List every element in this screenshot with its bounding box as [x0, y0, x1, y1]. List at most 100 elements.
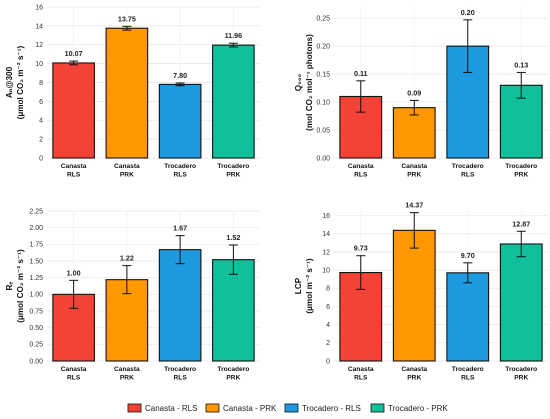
x-tick-label: Canasta [401, 366, 427, 373]
legend-swatch [205, 403, 220, 413]
y-axis-label-line: LCP [294, 277, 303, 294]
error-bar [69, 60, 79, 66]
x-tick-label: PRK [226, 375, 240, 382]
data-label: 0.11 [354, 69, 368, 78]
y-tick-label: 10 [35, 61, 43, 68]
chart-panel-top-left: 0 2 4 6 8 10 12 14 16 Aₙ@300 (µmol CO₂ m⁻² s⁻¹) 10.… [5, 4, 260, 179]
x-tick-label: Canasta [114, 163, 140, 170]
y-tick-label: 2.00 [29, 225, 43, 232]
y-axis-label-line: (mol CO₂ mol⁻¹ photons) [305, 34, 314, 131]
y-tick-label: 12 [35, 42, 43, 49]
x-tick-label: Trocadero [217, 163, 249, 170]
x-tick-label: PRK [514, 375, 528, 382]
bar-canasta-prk [392, 107, 436, 159]
y-tick-label: 2.25 [29, 208, 43, 215]
legend-swatch [284, 403, 299, 413]
y-tick-label: 0.00 [29, 358, 43, 365]
chart-panel-top-right: 0.00 0.05 0.10 0.15 0.20 0.25 Q₀₀₀ (mol CO₂ mol… [294, 7, 548, 179]
x-tick-label: Canasta [401, 163, 427, 170]
y-axis-label-line: (µmol m⁻² s⁻¹) [305, 258, 314, 313]
y-axis-label-line: Q₀₀₀ [294, 73, 303, 91]
bar-canasta-prk [392, 229, 436, 362]
x-tick-label: Trocadero [505, 163, 537, 170]
bar-trocadero-rls [158, 249, 202, 362]
error-bar [463, 19, 473, 73]
x-tick-label: RLS [461, 375, 475, 382]
error-bar [228, 42, 238, 48]
x-tick-label: Trocadero [164, 163, 196, 170]
x-tick-label: PRK [120, 172, 134, 179]
y-tick-label: 0 [39, 155, 43, 162]
x-tick-label: Canasta [348, 366, 374, 373]
y-tick-label: 14 [322, 231, 330, 238]
y-tick-label: 6 [326, 304, 330, 311]
x-tick-label: PRK [514, 172, 528, 179]
error-bar [122, 25, 132, 31]
data-label: 10.07 [65, 49, 83, 58]
data-label: 13.75 [118, 14, 136, 23]
x-tick-label: Canasta [348, 163, 374, 170]
y-tick-label: 6 [39, 99, 43, 106]
y-tick-label: 0.25 [316, 16, 330, 23]
x-tick-label: RLS [174, 375, 188, 382]
y-axis-label-line: (µmol CO₂ m⁻² s⁻¹) [16, 46, 25, 120]
y-tick-label: 16 [35, 4, 43, 11]
y-axis-label: Aₙ@300 (µmol CO₂ m⁻² s⁻¹) [5, 46, 25, 120]
error-bar [228, 244, 238, 275]
x-tick-label: Canasta [61, 366, 87, 373]
error-bar [122, 265, 132, 295]
y-axis-label-line: Aₙ@300 [5, 66, 14, 98]
x-tick-label: Trocadero [452, 366, 484, 373]
y-axis-label-line: Rₑ [5, 282, 14, 291]
y-tick-label: 12 [322, 249, 330, 256]
bar-canasta-rls [52, 62, 95, 159]
legend-label: Canasta - RLS [145, 404, 197, 413]
error-bar [175, 235, 185, 265]
error-bar [409, 212, 419, 249]
y-tick-label: 10 [322, 267, 330, 274]
y-axis-label: Q₀₀₀ (mol CO₂ mol⁻¹ photons) [294, 34, 314, 131]
data-label: 1.52 [226, 233, 240, 242]
y-tick-label: 4 [326, 322, 330, 329]
y-tick-label: 1.00 [29, 292, 43, 299]
data-label: 0.09 [407, 88, 421, 97]
y-tick-label: 2 [326, 340, 330, 347]
x-tick-label: Canasta [61, 163, 87, 170]
x-tick-label: Trocadero [505, 366, 537, 373]
y-tick-label: 0.00 [316, 155, 330, 162]
data-label: 1.00 [67, 268, 81, 277]
x-tick-label: RLS [354, 375, 368, 382]
data-label: 1.67 [173, 224, 187, 233]
data-label: 11.96 [225, 31, 243, 40]
chart-panel-bottom-left: 0.00 0.25 0.50 0.75 1.00 1.25 1.50 1.75 2.00 2.25… [5, 208, 260, 382]
legend-label: Trocadero - RLS [302, 404, 361, 413]
error-bar [69, 279, 79, 309]
bar-trocadero-prk [212, 44, 255, 159]
error-bar [516, 71, 526, 99]
data-label: 9.70 [461, 251, 475, 260]
data-label: 12.87 [512, 219, 530, 228]
y-axis-label: Rₑ (µmol CO₂ m⁻² s⁻¹) [5, 249, 25, 323]
error-bar [409, 99, 419, 116]
x-tick-label: Trocadero [452, 163, 484, 170]
error-bar [463, 262, 473, 284]
x-tick-label: RLS [461, 172, 475, 179]
error-bar [175, 82, 185, 87]
bar-trocadero-rls [446, 272, 490, 362]
y-tick-label: 0 [326, 358, 330, 365]
bar-trocadero-prk [499, 243, 543, 362]
y-tick-label: 16 [322, 213, 330, 220]
x-tick-label: PRK [120, 375, 134, 382]
x-tick-label: PRK [226, 172, 240, 179]
data-label: 0.20 [461, 8, 475, 17]
y-tick-label: 8 [326, 286, 330, 293]
x-tick-label: RLS [67, 375, 81, 382]
legend-label: Canasta - PRK [223, 404, 277, 413]
data-label: 9.73 [354, 244, 368, 253]
bar-trocadero-prk [212, 259, 255, 362]
y-tick-label: 0.05 [316, 127, 330, 134]
y-tick-label: 0.50 [29, 325, 43, 332]
x-tick-label: Trocadero [217, 366, 249, 373]
data-label: 0.13 [514, 60, 528, 69]
